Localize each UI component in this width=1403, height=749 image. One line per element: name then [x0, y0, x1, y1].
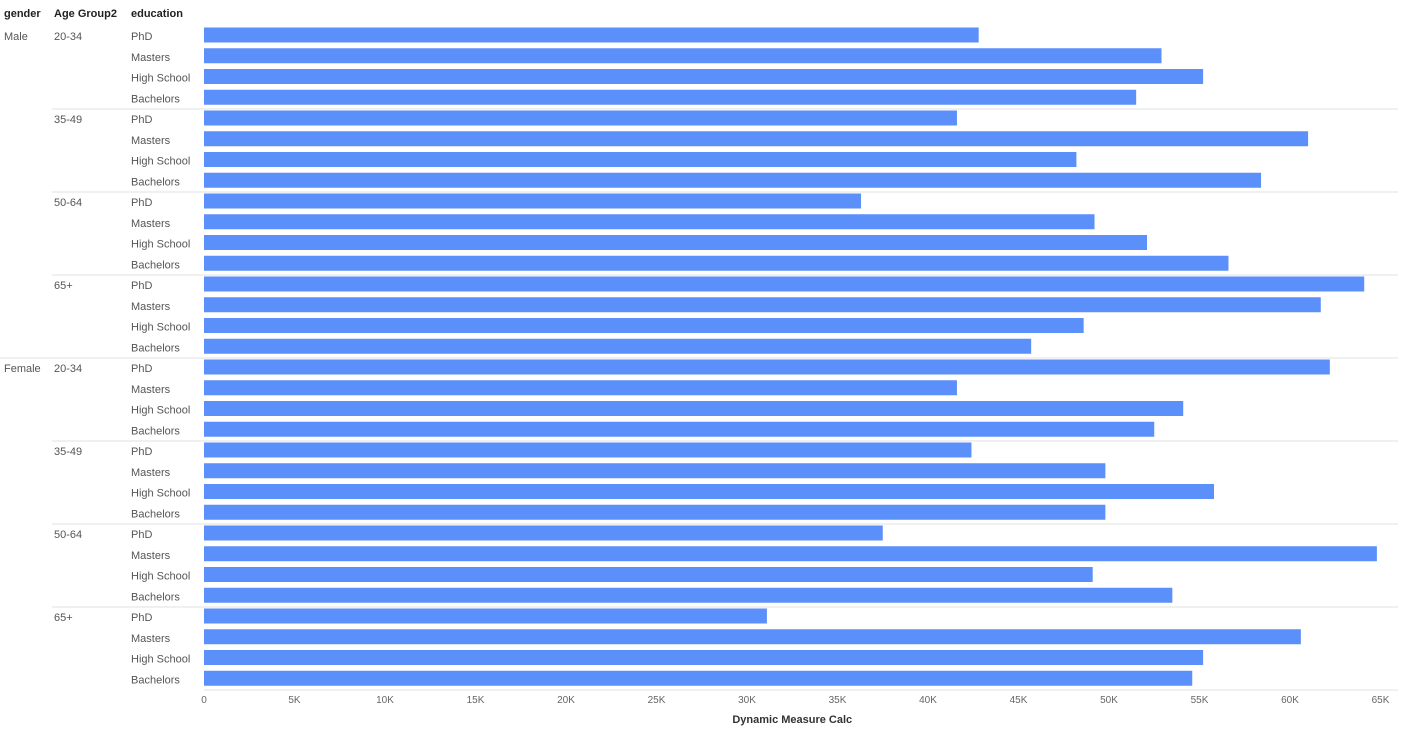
bar	[204, 380, 957, 396]
gender-label: Female	[4, 363, 41, 375]
education-label: Bachelors	[131, 674, 180, 686]
education-label: Bachelors	[131, 259, 180, 271]
x-tick-label: 10K	[376, 695, 394, 706]
x-tick-label: 50K	[1100, 695, 1118, 706]
education-label: Masters	[131, 52, 171, 64]
bar	[204, 48, 1162, 64]
bar	[204, 172, 1262, 188]
bar	[204, 69, 1204, 84]
bar	[204, 131, 1309, 147]
bar	[204, 421, 1155, 437]
bar	[204, 546, 1377, 562]
x-tick-label: 15K	[467, 695, 485, 706]
x-tick-label: 5K	[288, 695, 301, 706]
bar	[204, 670, 1193, 686]
bar	[204, 110, 957, 126]
education-label: PhD	[131, 612, 152, 624]
bar	[204, 276, 1365, 292]
age-group-label: 65+	[54, 612, 73, 624]
bar	[204, 587, 1173, 603]
education-label: High School	[131, 156, 190, 168]
age-group-label: 20-34	[54, 363, 82, 375]
age-group-label: 20-34	[54, 31, 82, 43]
bar	[204, 214, 1095, 230]
bar	[204, 401, 1184, 416]
header-education: education	[131, 8, 183, 20]
education-label: Bachelors	[131, 508, 180, 520]
bar	[204, 650, 1204, 665]
x-tick-label: 40K	[919, 695, 937, 706]
education-label: PhD	[131, 197, 152, 209]
bar	[204, 608, 767, 624]
x-tick-label: 0	[201, 695, 207, 706]
education-label: High School	[131, 488, 190, 500]
bar	[204, 629, 1301, 645]
bar	[204, 89, 1137, 105]
education-label: High School	[131, 654, 190, 666]
bar	[204, 338, 1032, 354]
education-label: PhD	[131, 529, 152, 541]
age-group-label: 50-64	[54, 197, 82, 209]
bar	[204, 484, 1214, 499]
education-label: Bachelors	[131, 93, 180, 105]
x-tick-label: 35K	[829, 695, 847, 706]
x-tick-label: 65K	[1372, 695, 1390, 706]
education-label: PhD	[131, 114, 152, 126]
age-group-label: 65+	[54, 280, 73, 292]
x-tick-label: 60K	[1281, 695, 1299, 706]
education-label: Bachelors	[131, 425, 180, 437]
bar	[204, 318, 1084, 333]
education-label: PhD	[131, 280, 152, 292]
education-label: Bachelors	[131, 342, 180, 354]
gender-label: Male	[4, 31, 28, 43]
bar	[204, 255, 1229, 271]
education-label: PhD	[131, 31, 152, 43]
education-label: High School	[131, 322, 190, 334]
age-group-label: 50-64	[54, 529, 82, 541]
header-age-group: Age Group2	[54, 8, 117, 20]
bar	[204, 359, 1330, 375]
bar	[204, 504, 1106, 520]
x-tick-label: 30K	[738, 695, 756, 706]
education-label: High School	[131, 571, 190, 583]
education-label: Bachelors	[131, 176, 180, 188]
x-axis-title: Dynamic Measure Calc	[732, 714, 852, 726]
bar	[204, 193, 862, 209]
x-tick-label: 25K	[648, 695, 666, 706]
education-label: Masters	[131, 218, 171, 230]
bar	[204, 235, 1148, 250]
bar	[204, 463, 1106, 479]
x-tick-label: 20K	[557, 695, 575, 706]
bar	[204, 297, 1321, 313]
education-label: Masters	[131, 550, 171, 562]
x-tick-label: 45K	[1010, 695, 1028, 706]
header-gender: gender	[4, 8, 41, 20]
education-label: Bachelors	[131, 591, 180, 603]
age-group-label: 35-49	[54, 114, 82, 126]
age-group-label: 35-49	[54, 446, 82, 458]
education-label: High School	[131, 405, 190, 417]
bar	[204, 27, 979, 43]
education-label: Masters	[131, 467, 171, 479]
education-label: Masters	[131, 301, 171, 313]
education-label: Masters	[131, 633, 171, 645]
education-label: PhD	[131, 363, 152, 375]
education-label: PhD	[131, 446, 152, 458]
bar	[204, 567, 1093, 582]
bar	[204, 525, 883, 541]
bar	[204, 442, 972, 458]
education-label: High School	[131, 73, 190, 85]
education-label: High School	[131, 239, 190, 251]
education-label: Masters	[131, 384, 171, 396]
education-label: Masters	[131, 135, 171, 147]
bar	[204, 152, 1077, 167]
x-tick-label: 55K	[1191, 695, 1209, 706]
